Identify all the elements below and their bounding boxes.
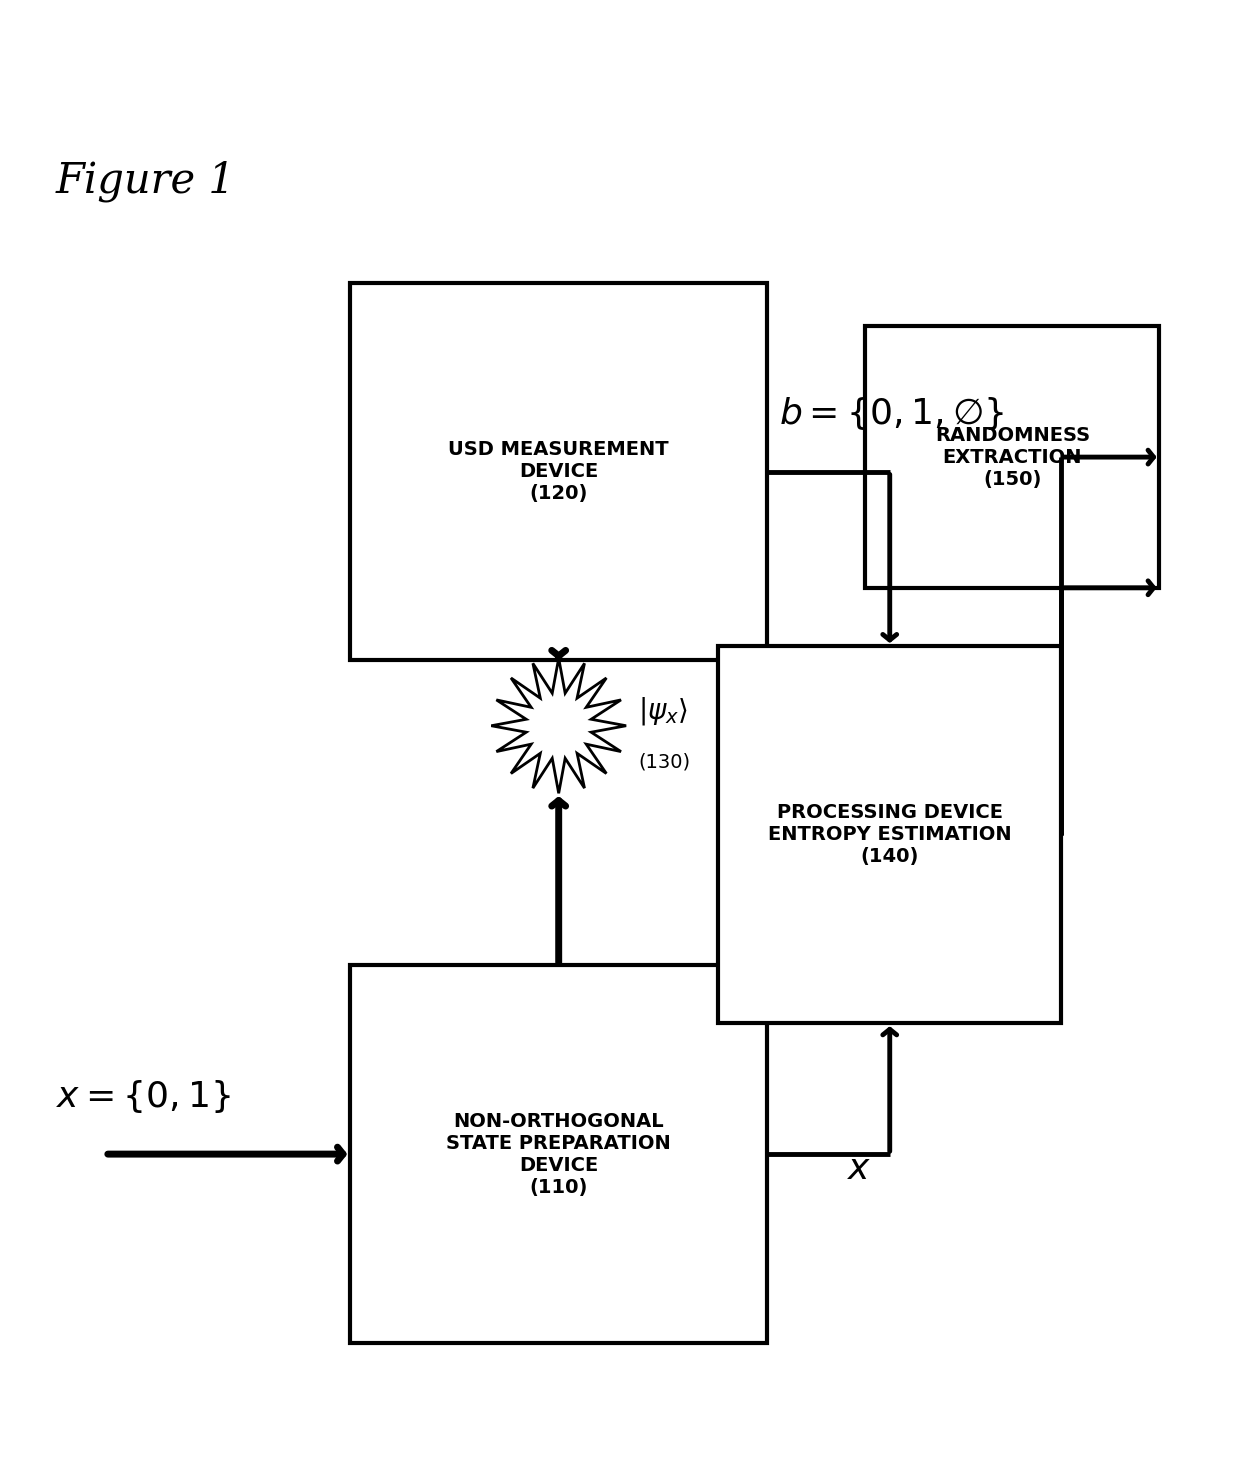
Bar	[866, 327, 1159, 588]
Polygon shape	[491, 658, 626, 793]
Bar	[350, 965, 768, 1343]
Text: (130): (130)	[639, 752, 691, 771]
Text: $x = \{0, 1\}$: $x = \{0, 1\}$	[56, 1078, 231, 1114]
Text: $b = \{0, 1, \varnothing\}$: $b = \{0, 1, \varnothing\}$	[780, 394, 1004, 432]
Text: Figure 1: Figure 1	[56, 160, 236, 202]
Text: $x$: $x$	[847, 1152, 872, 1186]
Text: RANDOMNESS
EXTRACTION
(150): RANDOMNESS EXTRACTION (150)	[935, 425, 1090, 488]
Bar	[350, 283, 768, 660]
Text: $|\psi_x\rangle$: $|\psi_x\rangle$	[639, 695, 688, 727]
Text: PROCESSING DEVICE
ENTROPY ESTIMATION
(140): PROCESSING DEVICE ENTROPY ESTIMATION (14…	[768, 803, 1012, 866]
Text: USD MEASUREMENT
DEVICE
(120): USD MEASUREMENT DEVICE (120)	[449, 440, 670, 503]
Text: NON-ORTHOGONAL
STATE PREPARATION
DEVICE
(110): NON-ORTHOGONAL STATE PREPARATION DEVICE …	[446, 1111, 671, 1196]
Bar	[718, 647, 1061, 1023]
